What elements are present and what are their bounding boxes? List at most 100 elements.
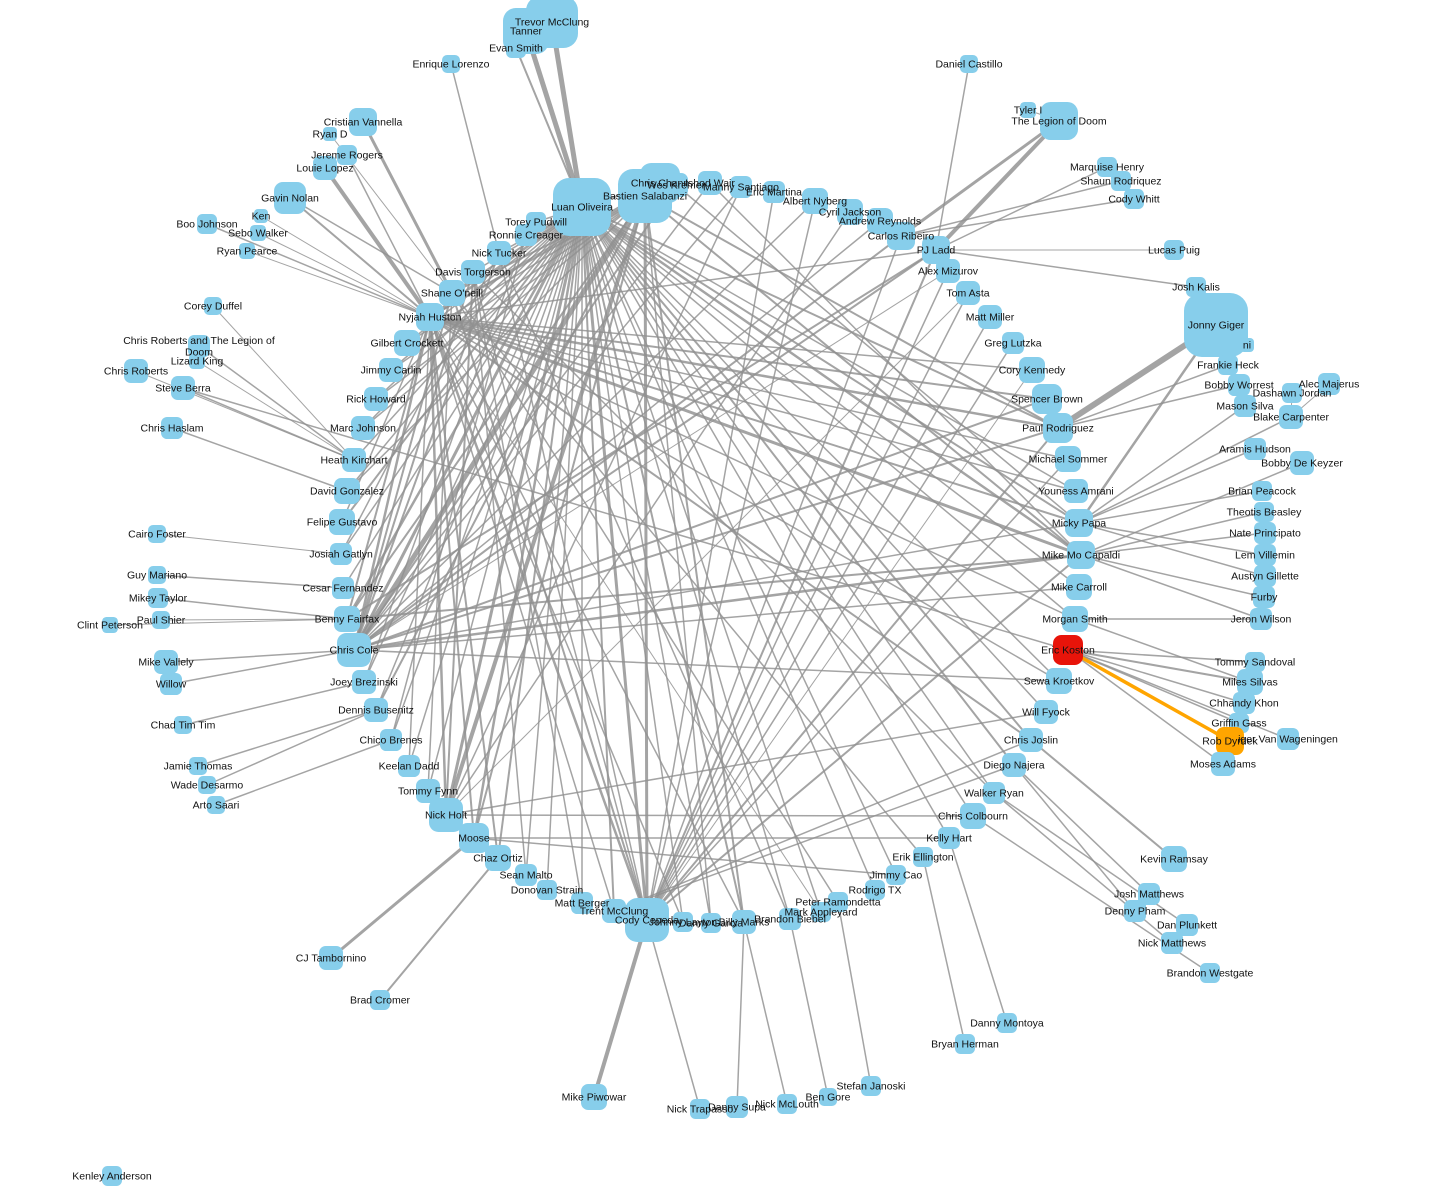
node-johnny-layton[interactable] [673,912,693,932]
node-cj-tambornino[interactable] [319,946,343,970]
node-youness-amrani[interactable] [1064,479,1088,503]
node-shaun-rodriquez[interactable] [1111,171,1131,191]
node-clint-peterson[interactable] [102,617,118,633]
node-chris-colbourn[interactable] [960,803,986,829]
node-ken[interactable] [254,209,268,223]
node-manny-santiago[interactable] [730,176,752,198]
node-jeron-wilson[interactable] [1250,608,1272,630]
node-eric-koston[interactable] [1053,635,1083,665]
node-david-gonzalez[interactable] [334,478,360,504]
node-mike-piwowar[interactable] [581,1084,607,1110]
node-paul-rodriguez[interactable] [1043,413,1073,443]
node-marc-johnson[interactable] [351,416,375,440]
node-chris-cole[interactable] [337,633,371,667]
node-morgan-smith[interactable] [1062,606,1088,632]
node-enrique-lorenzo[interactable] [442,55,460,73]
node-kelly-hart[interactable] [938,827,960,849]
node-chico-brenes[interactable] [380,729,402,751]
node-shane-oneill[interactable] [439,280,465,306]
node-alex-mizurov[interactable] [936,259,960,283]
node-walker-ryan[interactable] [983,782,1005,804]
node-gavin-nolan[interactable] [274,182,306,214]
node-jamie-thomas[interactable] [189,757,207,775]
node-lem-villemin[interactable] [1254,544,1276,566]
node-rodrigo-tx[interactable] [865,880,885,900]
node-pj-ladd[interactable] [922,236,950,264]
node-kevin-ramsay[interactable] [1161,846,1187,872]
node-miles-silvas[interactable] [1237,669,1263,695]
node-bobby-worrest[interactable] [1228,374,1250,396]
node-jonny-giger[interactable] [1184,293,1248,357]
node-daniel-castillo[interactable] [960,55,978,73]
node-louie-lopez[interactable] [313,156,337,180]
node-gilbert-crockett[interactable] [394,330,420,356]
node-furby[interactable] [1253,586,1275,608]
node-cyril-jackson[interactable] [837,199,863,225]
node-ishod-wair[interactable] [698,171,722,195]
node-michael-sommer[interactable] [1055,446,1081,472]
node-rob-dyrdek[interactable] [1216,727,1244,755]
node-billy-marks[interactable] [732,910,756,934]
node-kenley-anderson[interactable] [102,1166,122,1186]
node-chhandy-khon[interactable] [1233,692,1255,714]
node-tommy-sandoval[interactable] [1245,652,1265,672]
node-nick-holt[interactable] [429,798,463,832]
node-chris-haslam[interactable] [161,417,183,439]
node-theotis-beasley[interactable] [1254,502,1274,522]
node-lizard-king[interactable] [189,353,205,369]
node-bobby-de-keyzer[interactable] [1290,451,1314,475]
node-andrew-reynolds[interactable] [867,208,893,234]
node-sean-malto[interactable] [515,864,537,886]
node-dan-plunkett[interactable] [1176,914,1198,936]
node-mikey-taylor[interactable] [148,588,168,608]
node-moose[interactable] [459,823,489,853]
node-joey-brezinski[interactable] [352,670,376,694]
node-danny-montoya[interactable] [997,1013,1017,1033]
node-ryan-d[interactable] [323,127,337,141]
node-stefan-janoski[interactable] [861,1076,881,1096]
node-matt-miller[interactable] [978,305,1002,329]
node-benny-fairfax[interactable] [334,606,360,632]
node-mike-mo[interactable] [1067,541,1095,569]
node-tom-asta[interactable] [956,281,980,305]
node-albert-nyberg[interactable] [802,188,828,214]
node-sebo-walker[interactable] [250,225,266,241]
node-legion-of-doom[interactable] [1040,102,1078,140]
node-keelan-dadd[interactable] [398,755,420,777]
node-alec-majerus[interactable] [1318,373,1340,395]
node-wade-desarmo[interactable] [198,776,216,794]
node-davis-torgerson[interactable] [461,260,485,284]
node-chris-roberts[interactable] [124,359,148,383]
node-trent-mcclung[interactable] [602,899,626,923]
node-paul-shier[interactable] [152,611,170,629]
node-danny-garcia[interactable] [701,913,721,933]
node-tommy-fynn[interactable] [416,779,440,803]
node-cr-lod[interactable] [188,335,210,357]
node-danny-supa[interactable] [726,1096,748,1118]
node-donovan-strain[interactable] [537,880,557,900]
node-chad-tim-tim[interactable] [174,716,192,734]
node-sewa-kroetkov[interactable] [1046,668,1072,694]
node-blake-carpenter[interactable] [1279,405,1303,429]
node-van-wageningen[interactable] [1277,728,1299,750]
node-ni[interactable] [1240,338,1254,352]
node-chaz-ortiz[interactable] [485,845,511,871]
node-nate-principato[interactable] [1254,522,1276,544]
node-brandon-biebel[interactable] [779,908,801,930]
node-spencer-brown[interactable] [1032,384,1062,414]
node-chris-joslin[interactable] [1019,728,1043,752]
node-boo-johnson[interactable] [197,214,217,234]
node-peter-ramondetta[interactable] [828,892,848,912]
node-cody-cepeda[interactable] [625,898,669,942]
node-josh-kalis[interactable] [1186,277,1206,297]
node-eric-martina[interactable] [763,181,785,203]
node-cody-whitt[interactable] [1124,189,1144,209]
node-mike-vallely[interactable] [154,650,178,674]
node-luan-oliveira[interactable] [553,178,611,236]
node-jimmy-cao[interactable] [886,865,906,885]
node-nick-tucker[interactable] [487,241,511,265]
node-willow[interactable] [160,673,182,695]
node-carlos-ribeiro[interactable] [887,222,915,250]
node-brandon-westgate[interactable] [1200,963,1220,983]
